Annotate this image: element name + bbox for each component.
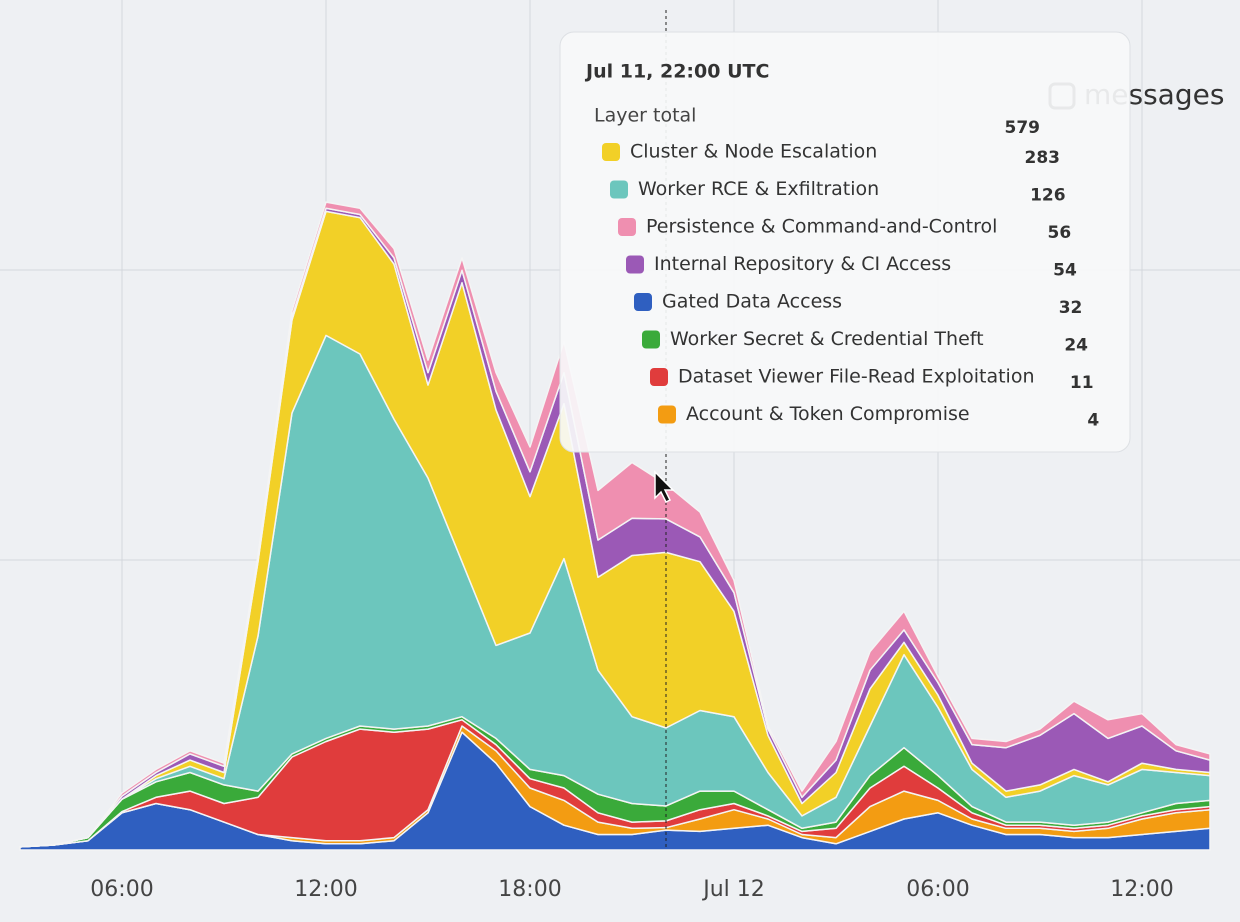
area	[19, 201, 1211, 848]
tooltip-series-name: Internal Repository & CI Access	[654, 253, 951, 275]
tooltip-series-value: 283	[1025, 148, 1061, 168]
tooltip-series-name: Gated Data Access	[662, 291, 842, 313]
tooltip-total: 579	[1005, 118, 1041, 138]
tooltip-swatch	[658, 405, 676, 424]
tooltip-swatch	[618, 218, 636, 236]
x-tick-label: 12:00	[294, 877, 357, 902]
tooltip-title: Jul 11, 22:00 UTC	[584, 61, 769, 83]
x-tick-label: 12:00	[1110, 877, 1173, 902]
tooltip-series-name: Worker Secret & Credential Theft	[670, 328, 984, 350]
tooltip-series-value: 32	[1059, 298, 1083, 318]
tooltip-series-name: Persistence & Command-and-Control	[646, 216, 997, 238]
tooltip-swatch	[642, 330, 660, 349]
tooltip-series-value: 126	[1030, 186, 1066, 206]
tooltip-swatch	[634, 293, 652, 311]
tooltip-swatch	[650, 368, 668, 386]
tooltip-series-value: 56	[1048, 223, 1072, 243]
tooltip-swatch	[602, 143, 620, 161]
tooltip-swatch	[626, 255, 644, 274]
x-tick-label: 06:00	[906, 877, 969, 902]
tooltip-series-value: 54	[1053, 261, 1077, 281]
tooltip-total-label: Layer total	[594, 105, 696, 127]
tooltip-series-value: 24	[1064, 336, 1088, 356]
tooltip-swatch	[610, 180, 628, 199]
x-tick-label: Jul 12	[701, 877, 765, 902]
tooltip: Jul 11, 22:00 UTC Layer total 579 Cluste…	[559, 31, 1131, 453]
x-tick-label: 06:00	[90, 877, 153, 902]
tooltip-series-name: Cluster & Node Escalation	[630, 141, 877, 163]
tooltip-box	[559, 31, 1131, 453]
tooltip-series-value: 11	[1070, 373, 1094, 393]
x-tick-label: 18:00	[498, 877, 561, 902]
cursor	[654, 470, 675, 504]
tooltip-series-name: Dataset Viewer File-Read Exploitation	[678, 366, 1034, 388]
plot: 06:00 12:00 18:00 Jul 12 06:00 12:00	[19, 0, 1211, 902]
tooltip-series-name: Account & Token Compromise	[686, 403, 970, 425]
tooltip-series-value: 4	[1087, 411, 1099, 431]
tooltip-series-name: Worker RCE & Exfiltration	[638, 178, 879, 200]
